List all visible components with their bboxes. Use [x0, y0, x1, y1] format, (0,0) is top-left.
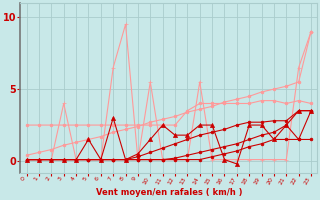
X-axis label: Vent moyen/en rafales ( km/h ): Vent moyen/en rafales ( km/h ): [96, 188, 242, 197]
